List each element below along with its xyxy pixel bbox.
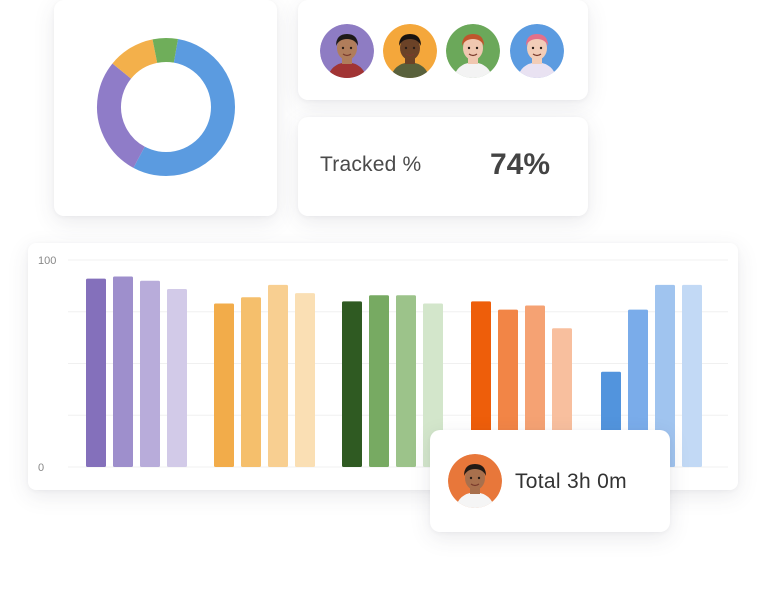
donut-segment-purple — [97, 38, 235, 176]
bar-green-2 — [369, 295, 389, 467]
bar-orange-2 — [241, 297, 261, 467]
tracked-label: Tracked % — [320, 153, 422, 176]
bar-chart: 0 100 — [38, 255, 728, 474]
bar-chart-card: 0 100 — [28, 243, 738, 490]
bar-orange-4 — [295, 293, 315, 467]
bar-blue-3 — [655, 284, 675, 467]
tracked-value: 74% — [490, 148, 551, 181]
bar-green-4 — [423, 303, 443, 467]
bar-purple-1 — [86, 278, 106, 467]
bar-orange-3 — [268, 284, 288, 467]
total-time-label: Total 3h 0m — [515, 470, 627, 493]
bar-blue-4 — [682, 284, 702, 467]
donut-segment-green — [97, 38, 235, 176]
bar-green-3 — [396, 295, 416, 467]
avatar-woman-redhead — [446, 24, 500, 78]
bar-red-orange-2 — [498, 309, 518, 467]
donut-chart — [97, 38, 235, 176]
avatar-man-beard — [448, 454, 502, 508]
avatar-man-smiling — [383, 24, 437, 78]
bar-green-1 — [342, 301, 362, 467]
total-time-card: Total 3h 0m — [430, 430, 670, 532]
bar-red-orange-1 — [471, 301, 491, 467]
tracked-percent-card: Tracked % 74% — [298, 117, 588, 216]
bar-purple-2 — [113, 276, 133, 467]
bar-purple-4 — [167, 288, 187, 467]
team-avatars-card — [298, 0, 588, 100]
y-tick-0: 0 — [38, 462, 44, 474]
bar-red-orange-3 — [525, 305, 545, 467]
donut-chart-card — [54, 0, 277, 216]
bar-orange-1 — [214, 303, 234, 467]
avatar-woman-pink-hair — [510, 24, 564, 78]
bar-purple-3 — [140, 280, 160, 467]
bar-blue-2 — [628, 309, 648, 467]
y-tick-100: 100 — [38, 255, 56, 267]
avatar-man-maroon-shirt — [320, 24, 374, 78]
